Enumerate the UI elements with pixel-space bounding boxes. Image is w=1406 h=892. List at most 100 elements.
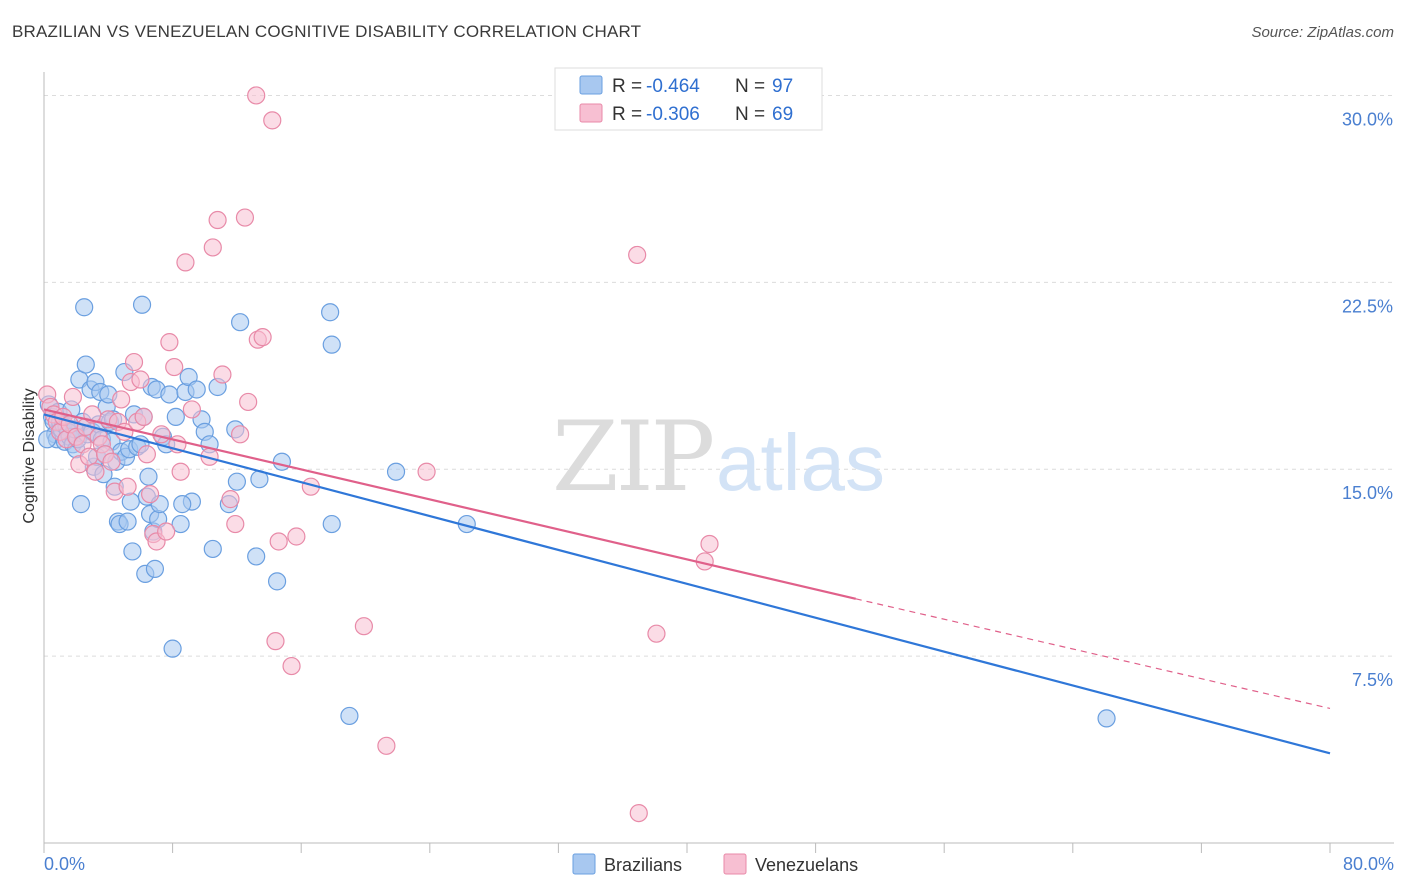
data-point [231,313,250,332]
data-point [272,452,292,471]
trend-line-extension [855,598,1331,710]
data-point [132,295,152,314]
legend-n-value-1: 97 [772,76,793,97]
data-point [213,365,232,384]
data-point [86,462,105,481]
x-ticks [43,843,1331,853]
bottom-legend-swatch-brazilians [572,853,596,875]
data-point [231,425,250,444]
data-point [203,238,222,257]
legend-r-value-1: -0.464 [646,76,700,97]
data-point [160,385,179,404]
data-point [182,400,201,419]
data-point [287,527,306,546]
data-point [628,245,647,265]
watermark-atlas: atlas [716,418,885,507]
data-point [340,706,359,726]
data-point [269,532,288,551]
y-tick-label: 22.5% [1342,296,1393,316]
data-point [157,522,176,541]
data-point [76,355,95,374]
source-label: Source: ZipAtlas.com [1251,24,1394,41]
venezuelans-points [38,86,719,823]
data-point [247,547,266,566]
legend-swatch-brazilians [579,75,603,95]
data-point [247,86,266,105]
data-point [227,472,246,491]
data-point [322,514,341,534]
data-point [71,495,91,514]
data-point [171,462,190,481]
data-point [221,490,240,509]
y-axis-label: Cognitive Disability [21,388,38,523]
data-point [163,639,182,658]
data-point [235,208,255,227]
trend-line [43,408,857,600]
bottom-legend-label-brazilians: Brazilians [604,855,682,875]
legend-box: R = -0.464 N = 97 R = -0.306 N = 69 [554,67,823,131]
data-point [282,656,301,676]
y-tick-label: 30.0% [1342,109,1393,129]
legend-swatch-venezuelans [579,103,603,123]
data-point [226,514,245,534]
legend-n-label-1: N = [735,76,765,97]
data-point [266,632,285,651]
data-point [75,298,94,317]
data-point [267,572,287,591]
legend-r-label-1: R = [612,76,642,97]
data-point [171,514,190,534]
data-point [140,485,160,504]
data-point [176,253,195,272]
data-point [118,477,137,496]
data-point [134,407,153,426]
bottom-legend-label-venezuelans: Venezuelans [755,855,858,875]
data-point [322,335,341,354]
chart-title: BRAZILIAN VS VENEZUELAN COGNITIVE DISABI… [12,22,642,41]
grid-lines [44,94,1394,657]
data-point [137,445,156,464]
trend-lines [43,408,1331,755]
data-point [118,512,137,531]
legend-n-value-2: 69 [772,104,793,125]
legend-n-label-2: N = [735,104,765,125]
data-point [253,328,272,347]
legend-r-value-2: -0.306 [646,104,700,125]
data-point [208,210,227,230]
data-point [165,357,184,377]
y-tick-label: 15.0% [1342,483,1393,503]
data-point [102,452,121,471]
data-point [160,333,179,352]
x-tick-label-min: 0.0% [44,854,85,874]
bottom-legend: Brazilians Venezuelans [572,853,858,875]
data-point [166,407,185,426]
watermark-zip: ZIP [552,401,713,513]
data-point [263,111,282,130]
data-point [139,467,158,486]
data-point [63,387,83,407]
data-point [187,380,206,399]
data-point [377,736,396,755]
y-tick-label: 7.5% [1352,670,1393,690]
data-point [145,559,165,578]
data-point [1097,709,1116,728]
data-point [647,624,666,643]
data-point [417,462,436,481]
data-point [124,352,144,372]
bottom-legend-swatch-venezuelans [723,853,747,875]
data-point [386,462,406,481]
data-point [321,303,340,322]
data-point [123,542,142,561]
data-point [629,803,648,823]
data-point [131,370,150,389]
legend-r-label-2: R = [612,104,642,125]
y-tick-labels: 7.5% 15.0% 22.5% 30.0% [1342,109,1393,690]
data-point [121,492,140,511]
data-point [173,495,192,514]
data-point [354,617,373,636]
data-point [700,534,719,554]
data-point [203,539,222,559]
axes [43,72,1394,844]
data-point [239,392,258,412]
x-tick-label-max: 80.0% [1343,854,1394,874]
